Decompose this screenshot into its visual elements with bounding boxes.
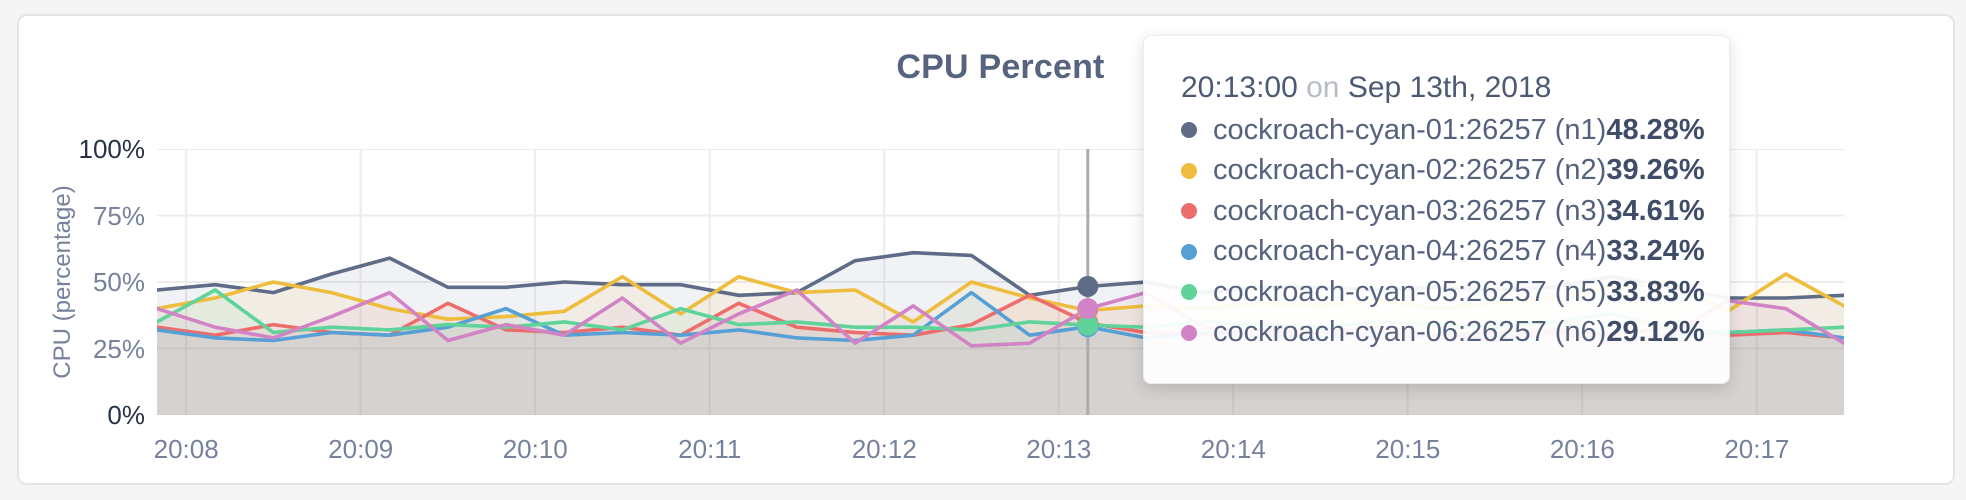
tooltip-rows: cockroach-cyan-01:26257 (n1) 48.28% cock…	[1181, 110, 1705, 354]
tooltip-series-row: cockroach-cyan-06:26257 (n6) 29.12%	[1181, 313, 1705, 354]
x-tick-label: 20:13	[1026, 434, 1092, 464]
tooltip-time: 20:13:00	[1181, 71, 1298, 104]
series-name: cockroach-cyan-01:26257 (n1)	[1213, 113, 1607, 146]
hover-dot	[1077, 298, 1099, 320]
series-value: 29.12%	[1606, 316, 1705, 349]
series-color-dot	[1181, 203, 1197, 220]
hover-dot	[1077, 314, 1099, 336]
series-name: cockroach-cyan-02:26257 (n2)	[1213, 154, 1607, 187]
chart-title: CPU Percent	[896, 48, 1105, 86]
x-tick-label: 20:08	[153, 434, 219, 464]
tooltip-series-row: cockroach-cyan-04:26257 (n4) 33.24%	[1181, 232, 1705, 273]
tooltip-series-row: cockroach-cyan-05:26257 (n5) 33.83%	[1181, 272, 1705, 313]
series-value: 34.61%	[1606, 194, 1705, 227]
series-value: 33.24%	[1606, 235, 1705, 268]
tooltip-series-row: cockroach-cyan-02:26257 (n2) 39.26%	[1181, 151, 1705, 192]
series-name: cockroach-cyan-06:26257 (n6)	[1213, 316, 1607, 349]
tooltip-series-row: cockroach-cyan-03:26257 (n3) 34.61%	[1181, 191, 1705, 232]
y-tick-label: 25%	[92, 333, 145, 364]
x-tick-label: 20:16	[1549, 434, 1615, 464]
hover-dot	[1077, 276, 1099, 297]
tooltip-date: Sep 13th, 2018	[1347, 71, 1552, 104]
y-tick-label: 100%	[78, 134, 146, 164]
series-color-dot	[1181, 284, 1197, 301]
tooltip-series-row: cockroach-cyan-01:26257 (n1) 48.28%	[1181, 110, 1705, 151]
series-color-dot	[1181, 162, 1197, 179]
hover-dots	[1077, 276, 1099, 338]
y-tick-label: 0%	[107, 400, 145, 430]
tooltip-on-word: on	[1306, 71, 1340, 104]
series-value: 33.83%	[1606, 275, 1705, 308]
series-color-dot	[1181, 243, 1197, 260]
x-tick-label: 20:11	[678, 434, 742, 464]
series-value: 48.28%	[1606, 113, 1705, 146]
y-tick-label: 75%	[92, 200, 145, 231]
chart-card: CPU Percent CPU (percentage) 100% 75% 50% 2…	[17, 14, 1955, 485]
x-tick-label: 20:17	[1724, 434, 1790, 464]
x-tick-label: 20:09	[328, 434, 394, 464]
series-name: cockroach-cyan-04:26257 (n4)	[1213, 235, 1607, 268]
x-tick-label: 20:15	[1375, 434, 1441, 464]
y-tick-label: 50%	[92, 267, 145, 297]
series-color-dot	[1181, 324, 1197, 341]
x-tick-label: 20:10	[502, 434, 568, 464]
series-name: cockroach-cyan-03:26257 (n3)	[1213, 194, 1607, 227]
hover-tooltip: 20:13:00 on Sep 13th, 2018 cockroach-cya…	[1143, 35, 1730, 384]
tooltip-timestamp: 20:13:00 on Sep 13th, 2018	[1181, 66, 1673, 110]
series-color-dot	[1181, 122, 1197, 139]
series-name: cockroach-cyan-05:26257 (n5)	[1213, 275, 1607, 308]
series-value: 39.26%	[1606, 154, 1705, 187]
x-tick-label: 20:14	[1200, 434, 1266, 464]
x-tick-label: 20:12	[851, 434, 917, 464]
